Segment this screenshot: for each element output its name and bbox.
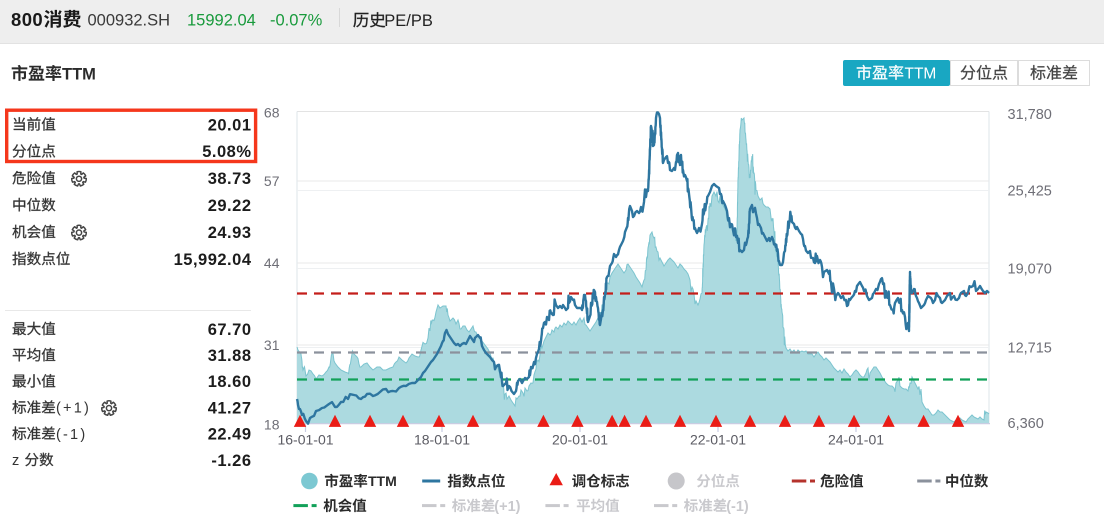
svg-text:38.73: 38.73 (208, 170, 252, 188)
svg-text:(+1): (+1) (494, 499, 520, 515)
svg-text:(-1): (-1) (56, 427, 87, 443)
svg-text:TTM: TTM (905, 66, 937, 83)
svg-text:29.22: 29.22 (208, 197, 252, 215)
svg-text:TTM: TTM (62, 66, 96, 84)
svg-text:68: 68 (264, 105, 280, 121)
svg-text:22.49: 22.49 (208, 426, 252, 444)
svg-text:31,780: 31,780 (1008, 107, 1052, 123)
svg-text:6,360: 6,360 (1008, 416, 1044, 432)
svg-text:12,715: 12,715 (1008, 340, 1052, 356)
svg-text:-0.07%: -0.07% (270, 12, 323, 30)
svg-text:z: z (12, 453, 19, 469)
svg-text:18-01-01: 18-01-01 (414, 432, 470, 448)
svg-text:5.08%: 5.08% (202, 143, 251, 161)
svg-text:20-01-01: 20-01-01 (552, 432, 608, 448)
svg-text:(+1): (+1) (56, 401, 91, 417)
svg-text:18.60: 18.60 (208, 373, 252, 391)
svg-text:20.01: 20.01 (208, 116, 252, 134)
svg-text:19,070: 19,070 (1008, 261, 1052, 277)
svg-text:31.88: 31.88 (208, 347, 252, 365)
svg-text:31: 31 (264, 337, 280, 353)
svg-text:24-01-01: 24-01-01 (828, 432, 884, 448)
svg-text:-1.26: -1.26 (211, 452, 251, 470)
svg-text:PE/PB: PE/PB (384, 12, 433, 30)
svg-text:TTM: TTM (368, 473, 397, 489)
svg-text:(-1): (-1) (726, 499, 749, 515)
svg-text:25,425: 25,425 (1008, 183, 1052, 199)
svg-text:67.70: 67.70 (208, 321, 252, 339)
svg-text:41.27: 41.27 (208, 399, 252, 417)
svg-text:000932.SH: 000932.SH (88, 12, 171, 30)
svg-text:15,992.04: 15,992.04 (174, 251, 252, 269)
svg-text:57: 57 (264, 173, 280, 189)
svg-text:22-01-01: 22-01-01 (690, 432, 746, 448)
svg-text:15992.04: 15992.04 (187, 12, 256, 30)
svg-text:24.93: 24.93 (208, 224, 252, 242)
svg-text:18: 18 (264, 416, 280, 432)
svg-text:16-01-01: 16-01-01 (277, 432, 333, 448)
svg-text:44: 44 (264, 255, 280, 271)
svg-text:800: 800 (11, 9, 43, 30)
